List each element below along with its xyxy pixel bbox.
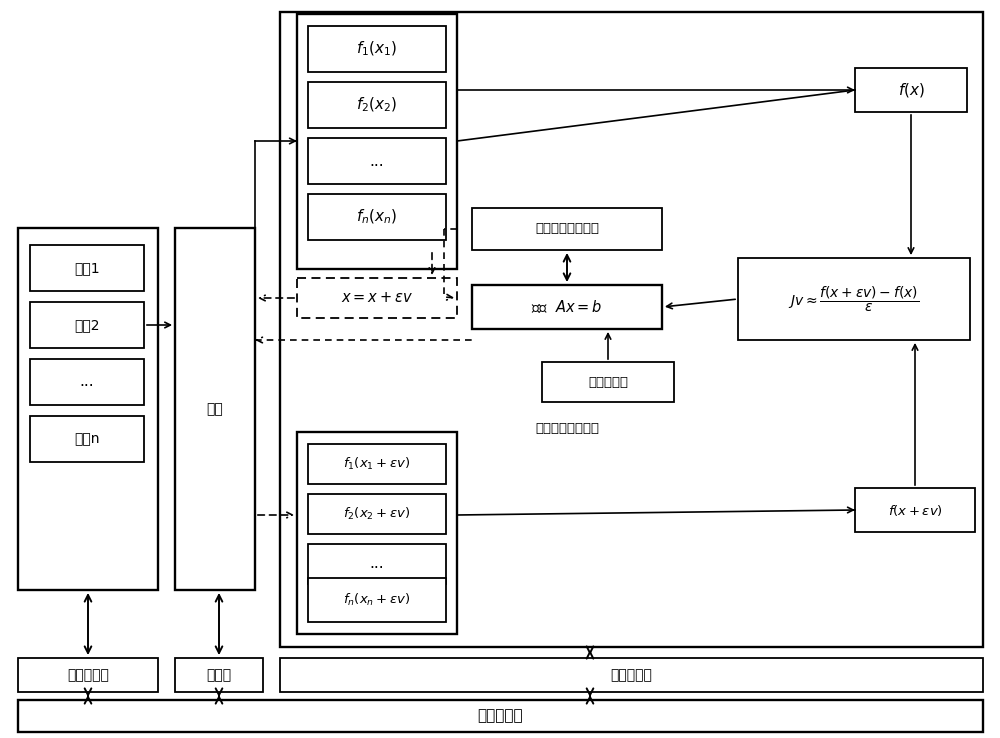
Text: ...: ... — [370, 556, 384, 571]
Bar — [308, 494, 446, 534]
Text: ...: ... — [80, 374, 94, 390]
Text: 预处理矩阵: 预处理矩阵 — [588, 376, 628, 388]
Bar — [855, 68, 967, 112]
Text: $x = x + \varepsilon v$: $x = x + \varepsilon v$ — [341, 291, 413, 306]
Bar — [297, 432, 457, 634]
Text: 程序1: 程序1 — [74, 261, 100, 275]
Bar — [855, 488, 975, 532]
Text: 用户操作层: 用户操作层 — [477, 708, 523, 723]
Text: $f_n(x_n)$: $f_n(x_n)$ — [356, 208, 398, 227]
Bar — [18, 228, 158, 590]
Bar — [308, 578, 446, 622]
Text: 接口: 接口 — [207, 402, 223, 416]
Bar — [472, 285, 662, 329]
Text: 核心求解层: 核心求解层 — [610, 668, 652, 682]
Text: ...: ... — [370, 154, 384, 168]
Text: 接口层: 接口层 — [206, 668, 232, 682]
Bar — [280, 12, 983, 647]
Text: 耦合相关变量更新: 耦合相关变量更新 — [535, 222, 599, 235]
Bar — [472, 208, 662, 250]
Bar — [280, 658, 983, 692]
Text: $f_1(x_1+\varepsilon v)$: $f_1(x_1+\varepsilon v)$ — [343, 456, 411, 472]
Bar — [297, 14, 457, 269]
Bar — [542, 362, 674, 402]
Text: $Jv \approx \dfrac{f(x+\varepsilon v)-f(x)}{\varepsilon}$: $Jv \approx \dfrac{f(x+\varepsilon v)-f(… — [788, 284, 920, 314]
Text: 应用程序层: 应用程序层 — [67, 668, 109, 682]
Text: $f_n(x_n+\varepsilon v)$: $f_n(x_n+\varepsilon v)$ — [343, 592, 411, 608]
Bar — [175, 228, 255, 590]
Text: 线性方程组求解器: 线性方程组求解器 — [535, 421, 599, 435]
Bar — [297, 278, 457, 318]
Bar — [30, 302, 144, 348]
Bar — [308, 82, 446, 128]
Text: $f_2(x_2)$: $f_2(x_2)$ — [356, 96, 398, 114]
Text: 程序n: 程序n — [74, 432, 100, 446]
Text: $f_2(x_2+\varepsilon v)$: $f_2(x_2+\varepsilon v)$ — [343, 506, 411, 522]
Bar — [18, 700, 983, 732]
Bar — [308, 444, 446, 484]
Text: $f(x+\varepsilon v)$: $f(x+\varepsilon v)$ — [888, 503, 942, 517]
Bar — [175, 658, 263, 692]
Text: 求解  $Ax=b$: 求解 $Ax=b$ — [531, 299, 603, 315]
Bar — [308, 544, 446, 584]
Bar — [30, 359, 144, 405]
Bar — [30, 245, 144, 291]
Bar — [738, 258, 970, 340]
Bar — [308, 138, 446, 184]
Bar — [308, 26, 446, 72]
Text: 程序2: 程序2 — [74, 318, 100, 332]
Bar — [308, 194, 446, 240]
Bar — [18, 658, 158, 692]
Text: $f(x)$: $f(x)$ — [898, 81, 924, 99]
Bar — [30, 416, 144, 462]
Text: $f_1(x_1)$: $f_1(x_1)$ — [356, 40, 398, 58]
